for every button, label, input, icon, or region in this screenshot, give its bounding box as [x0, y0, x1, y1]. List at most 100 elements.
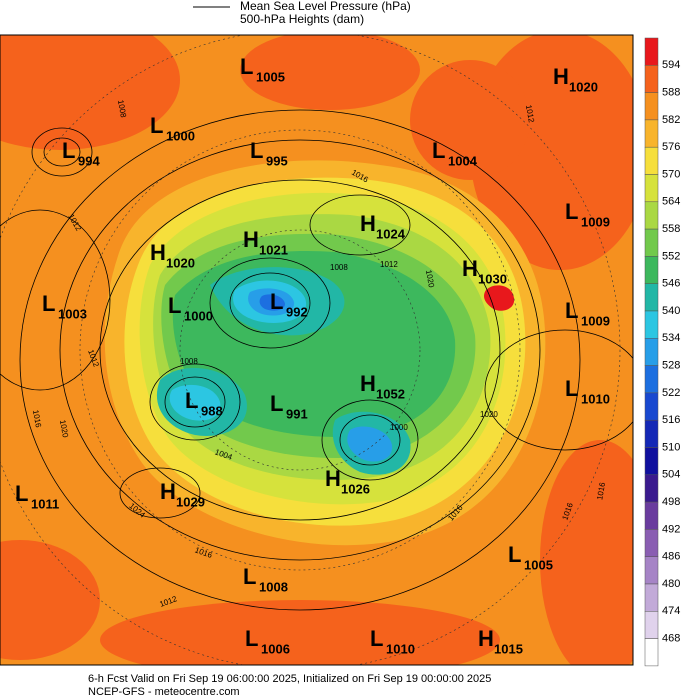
center-letter: H	[478, 626, 494, 651]
contour-label: 1016	[31, 409, 43, 429]
footer-text: 6-h Fcst Valid on Fri Sep 19 06:00:00 20…	[88, 673, 491, 685]
colorbar-cell	[644, 228, 659, 257]
center-letter: L	[168, 293, 181, 318]
center-letter: L	[42, 291, 55, 316]
height-region	[100, 600, 500, 665]
isobar	[339, 414, 401, 466]
center-value: 988	[201, 403, 223, 418]
colorbar-label: 480	[662, 578, 680, 590]
colorbar-cell	[644, 283, 659, 312]
center-value: 1003	[58, 306, 87, 321]
isobar	[0, 209, 111, 391]
center-letter: L	[508, 542, 521, 567]
center-value: 1020	[166, 255, 195, 270]
colorbar-cell	[644, 37, 659, 66]
center-letter: L	[370, 626, 383, 651]
map-layers	[0, 35, 633, 665]
isobar	[149, 363, 241, 441]
isobar	[59, 139, 541, 561]
contour-label: 1020	[424, 269, 436, 289]
center-value: 994	[78, 153, 100, 168]
latitude-circle	[179, 229, 421, 471]
colorbar-label: 534	[662, 332, 680, 344]
colorbar-label: 570	[662, 168, 680, 180]
center-value: 1008	[259, 579, 288, 594]
contour-label: 1020	[58, 419, 70, 439]
colorbar-label: 576	[662, 141, 680, 153]
isobar	[99, 179, 501, 521]
center-value: 1000	[166, 128, 195, 143]
height-region	[169, 384, 221, 421]
colorbar-label: 522	[662, 387, 680, 399]
footer-text: NCEP-GFS - meteocentre.com	[88, 686, 240, 698]
center-value: 1021	[259, 242, 288, 257]
center-letter: L	[243, 564, 256, 589]
latitude-circle	[0, 35, 621, 665]
center-letter: H	[360, 371, 376, 396]
center-value: 1020	[569, 79, 598, 94]
center-letter: L	[565, 298, 578, 323]
height-region	[484, 285, 515, 311]
colorbar-label: 588	[662, 87, 680, 99]
colorbar-label: 504	[662, 469, 680, 481]
center-value: 1009	[581, 214, 610, 229]
center-value: 1052	[376, 386, 405, 401]
center-value: 992	[286, 304, 308, 319]
center-value: 1005	[524, 557, 553, 572]
isobar	[31, 127, 93, 177]
colorbar-cell	[644, 256, 659, 284]
center-letter: L	[270, 391, 283, 416]
center-letter: L	[15, 481, 28, 506]
colorbar-label: 546	[662, 278, 680, 290]
center-letter: H	[160, 479, 176, 504]
center-letter: L	[432, 138, 445, 163]
colorbar-cell	[644, 392, 659, 421]
colorbar-label: 594	[662, 59, 680, 71]
height-region	[410, 60, 530, 180]
isobar	[309, 194, 411, 256]
center-letter: H	[150, 240, 166, 265]
colorbar-cell	[644, 338, 659, 366]
center-value: 1004	[448, 153, 478, 168]
colorbar-cell	[644, 529, 659, 557]
center-value: 1030	[478, 271, 507, 286]
center-value: 1010	[386, 641, 415, 656]
colorbar-cell	[644, 447, 659, 476]
isobar	[209, 257, 331, 349]
contour-label: 1012	[524, 104, 536, 124]
height-region	[0, 35, 180, 150]
colorbar-label: 516	[662, 414, 680, 426]
isobar	[229, 272, 311, 334]
legend-item: Mean Sea Level Pressure (hPa)	[240, 0, 411, 13]
colorbar-label: 510	[662, 441, 680, 453]
center-value: 1010	[581, 391, 610, 406]
colorbar-cell	[644, 92, 659, 121]
isobar	[43, 137, 81, 167]
center-value: 1015	[494, 641, 523, 656]
colorbar-cell	[644, 638, 659, 667]
contour-label: 1008	[180, 357, 198, 366]
map-border	[0, 34, 634, 666]
colorbar-cell	[644, 174, 659, 203]
center-value: 1011	[31, 496, 59, 511]
latitude-circle	[79, 129, 521, 571]
colorbar: 594 588 582 576 570 564 558 552 546 540 534 528 522 5…	[644, 37, 680, 667]
legend-item: 500-hPa Heights (dam)	[240, 12, 364, 26]
colorbar-label: 552	[662, 250, 680, 262]
center-value: 1026	[341, 481, 370, 496]
center-letter: L	[150, 113, 163, 138]
center-letter: L	[565, 376, 578, 401]
colorbar-cell	[644, 611, 659, 639]
center-letter: L	[185, 388, 198, 413]
isobar	[164, 376, 226, 428]
center-letter: L	[245, 626, 258, 651]
center-value: 1009	[581, 313, 610, 328]
colorbar-label: 528	[662, 360, 680, 372]
contour-label: 1000	[390, 423, 408, 432]
contour-label: 1008	[116, 99, 128, 119]
isobar	[19, 109, 581, 611]
colorbar-cell	[644, 365, 659, 394]
center-value: 991	[286, 406, 308, 421]
